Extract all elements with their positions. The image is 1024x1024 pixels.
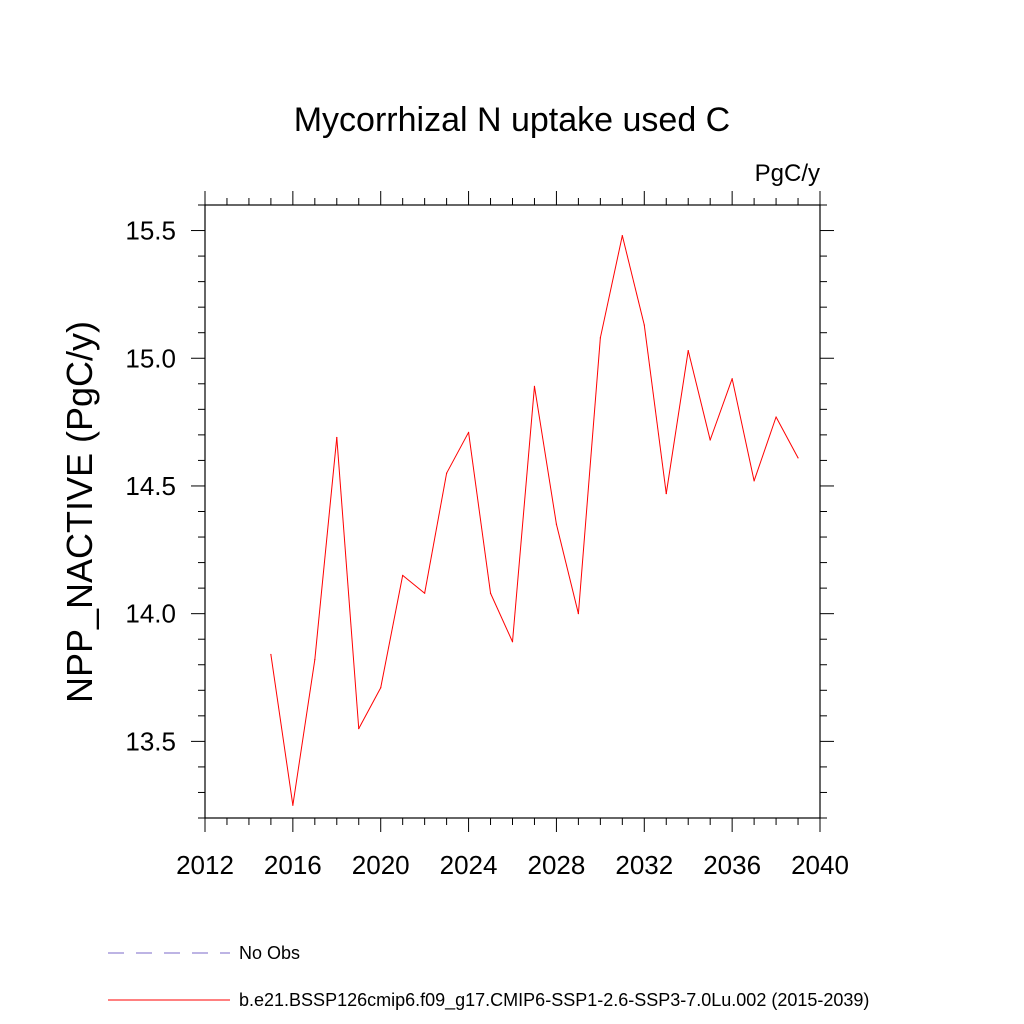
series-segment [358,687,382,729]
series-segment [446,432,470,474]
legend-label-model: b.e21.BSSP126cmip6.f09_g17.CMIP6-SSP1-2.… [239,990,869,1011]
series-segment [621,235,645,326]
series-segment [292,659,316,806]
x-tick-label: 2024 [440,850,498,880]
y-tick-label: 14.0 [125,599,176,629]
units-label: PgC/y [755,160,820,187]
y-tick-label: 15.5 [125,216,176,246]
x-tick-label: 2032 [615,850,673,880]
data-point [643,324,645,326]
data-point [446,472,448,474]
series-segment [424,473,448,594]
data-point [292,804,294,806]
legend: No Obs b.e21.BSSP126cmip6.f09_g17.CMIP6-… [108,943,869,1011]
y-tick-label: 14.5 [125,471,176,501]
x-tick-label: 2012 [176,850,234,880]
series-segment [775,416,799,459]
series-segment [731,378,755,481]
series-segment [753,416,777,482]
y-tick-label: 13.5 [125,726,176,756]
tick-labels: 2012 2016 2020 2024 2028 2032 2036 2040 13.5 14.0… [125,216,849,880]
plot-frame [204,204,821,819]
x-tick-label: 2020 [352,850,410,880]
data-point [797,457,799,459]
data-point [314,659,316,661]
series-segment [380,575,404,688]
series-segment [599,235,623,338]
series-segment [402,574,425,594]
data-point [424,592,426,594]
data-point [380,687,382,689]
data-point [467,431,470,433]
series-segment [468,432,492,594]
series-segment [512,386,535,642]
series-layer [270,235,799,806]
data-point [358,728,360,730]
y-axis-title: NPP_NACTIVE (PgC/y) [59,321,100,703]
data-point [533,385,536,387]
axis-ticks [191,191,834,832]
x-tick-label: 2028 [528,850,586,880]
data-point [621,235,623,237]
x-tick-label: 2016 [264,850,322,880]
series-segment [555,524,579,614]
series-segment [336,437,360,729]
data-point [577,613,579,615]
series-segment [533,386,557,525]
data-point [489,592,492,594]
data-point [336,436,338,439]
series-segment [643,324,667,494]
data-point [665,493,667,495]
x-tick-label: 2040 [791,850,849,880]
series-segment [577,337,601,614]
data-point [687,349,689,352]
legend-label-no-obs: No Obs [239,943,300,963]
data-point [511,641,514,643]
series-segment [665,350,689,494]
series-segment [687,350,711,441]
data-point [731,378,733,380]
data-point [753,480,755,482]
data-point [775,416,777,418]
y-tick-label: 15.0 [125,343,176,373]
data-point [709,439,711,441]
chart-title: Mycorrhizal N uptake used C [294,101,731,139]
series-segment [709,378,733,441]
series-segment [490,593,513,642]
data-point [599,337,601,339]
x-tick-label: 2036 [703,850,761,880]
series-segment [270,654,294,806]
data-point [402,574,404,576]
data-point [555,523,558,525]
data-point [270,653,272,656]
series-segment [314,437,338,660]
